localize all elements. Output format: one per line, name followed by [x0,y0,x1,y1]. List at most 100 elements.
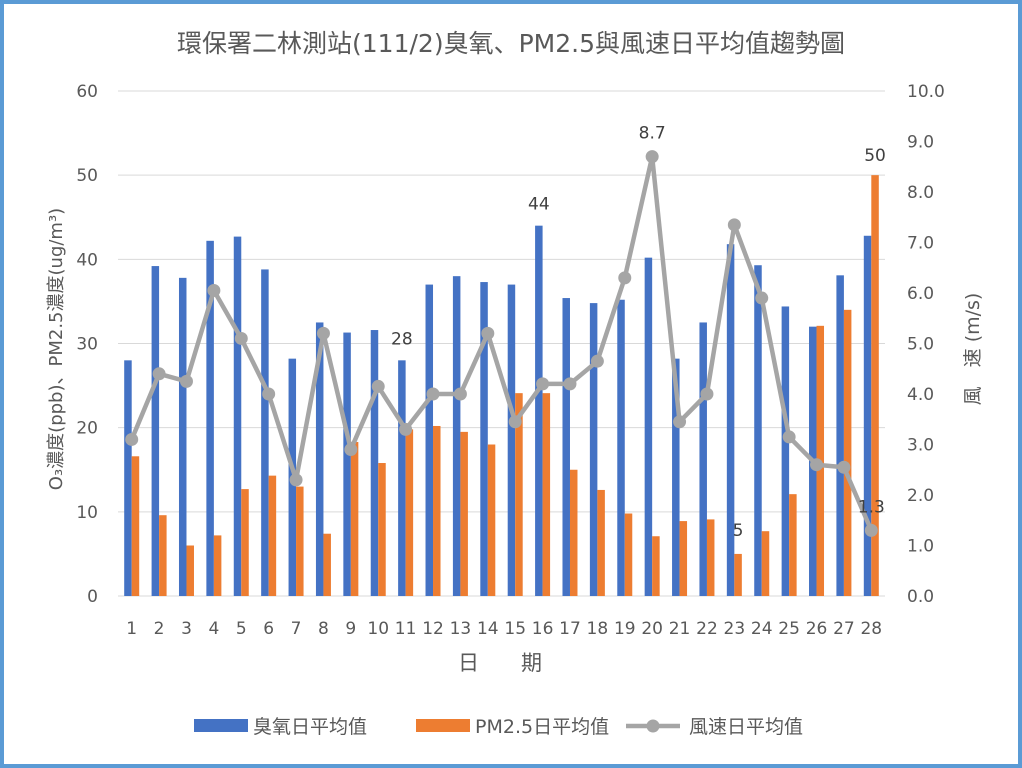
y2-tick-label: 3.0 [907,436,934,456]
ozone-bar [206,240,214,597]
y2-tick-label: 7.0 [907,234,934,254]
wind-point [152,367,166,381]
wind-point [508,415,522,429]
ozone-bar [781,306,790,596]
wind-point [536,377,550,391]
ozone-bar [343,332,351,596]
ozone-bar [589,303,598,596]
ozone-bar [726,244,735,596]
x-tick-label: 27 [833,619,855,639]
pm25-bar [652,536,660,596]
y-axis-right-ticks: 0.0 1.0 2.0 3.0 4.0 5.0 6.0 7.0 8.0 9.0 10.0 [907,82,945,607]
wind-point [179,374,193,388]
x-axis-ticks: 1 2 3 4 5 6 7 8 9 10 11 12 13 14 15 16 17 18 19 20 21 22 23 24 2… [126,619,882,639]
wind-point [125,432,139,446]
x-tick-label: 5 [236,619,247,639]
x-tick-label: 15 [504,619,526,639]
pm25-bar [597,489,605,596]
pm25-bar [706,519,715,596]
pm25-bar [405,429,414,596]
wind-point [453,387,467,401]
legend-swatch-pm25 [416,719,470,732]
ozone-bar [315,322,324,596]
ozone-bar [480,282,488,596]
wind-point [289,473,303,487]
wind-point [864,523,878,537]
y-tick-label: 0 [87,587,98,607]
y-tick-label: 50 [76,166,98,186]
y-tick-label: 10 [76,503,98,523]
x-tick-label: 1 [126,619,137,639]
wind-point [755,291,769,305]
ozone-bar [562,298,570,596]
ozone-bar [617,299,625,596]
legend-swatch-ozone [194,719,248,732]
pm25-bar [843,309,852,596]
wind-point [344,443,358,457]
data-label: 8.7 [639,124,666,144]
pm25-bar [515,393,523,596]
x-tick-label: 18 [587,619,609,639]
pm25-bar [542,393,551,596]
wind-point [645,150,659,164]
pm25-bar [131,456,140,596]
wind-point [371,379,385,393]
x-tick-label: 25 [778,619,800,639]
bars-layer [124,175,879,597]
ozone-bar [672,358,680,596]
y-axis-right-title: 風 速 (m/s) [962,293,984,406]
y-tick-label: 20 [76,419,98,439]
wind-line [129,154,874,532]
wind-point [399,422,413,436]
y2-tick-label: 2.0 [907,486,934,506]
y-axis-left-ticks: 0 10 20 30 40 50 60 [76,82,98,607]
pm25-bar [460,431,468,596]
x-tick-label: 17 [559,619,581,639]
wind-point [837,460,851,474]
pm25-bar [789,494,797,596]
ozone-bar [124,360,132,596]
wind-point [618,271,632,285]
data-labels: 28 44 5 50 8.7 1.3 [391,124,886,541]
wind-point [316,326,330,340]
data-label: 44 [528,195,550,215]
ozone-bar [644,257,653,596]
pm25-bar [624,513,633,596]
ozone-bar [151,266,160,596]
data-label: 5 [733,521,744,541]
pm25-bar [350,441,359,596]
ozone-bar [836,275,844,596]
ozone-bar [398,360,406,596]
x-tick-label: 4 [208,619,219,639]
legend-label-pm25: PM2.5日平均值 [475,716,609,738]
x-tick-label: 7 [291,619,302,639]
data-label: 50 [864,146,886,166]
y-axis-left-title: O₃濃度(ppb)、PM2.5濃度(ug/m³) [46,208,67,490]
y-tick-label: 60 [76,82,98,102]
chart-svg: 環保署二林測站(111/2)臭氧、PM2.5與風速日平均值趨勢圖 0102030… [46,29,984,738]
x-tick-label: 23 [724,619,746,639]
pm25-bar [213,535,222,596]
x-axis-title: 日 期 [458,651,542,675]
x-tick-label: 24 [751,619,773,639]
x-tick-label: 8 [318,619,329,639]
pm25-bar [186,545,194,596]
ozone-bar [452,276,461,596]
ozone-bar [233,236,242,596]
data-label: 28 [391,329,413,349]
pm25-bar [569,469,578,596]
pm25-bar [296,486,304,596]
x-tick-label: 19 [614,619,636,639]
wind-point [673,415,687,429]
pm25-bar [761,531,770,596]
x-tick-label: 2 [154,619,165,639]
ozone-bar [754,265,762,596]
ozone-bar [863,235,872,596]
legend: 臭氧日平均值 PM2.5日平均值 風速日平均值 [194,716,803,738]
pm25-bar [241,489,249,596]
y2-tick-label: 4.0 [907,385,934,405]
x-tick-label: 6 [263,619,274,639]
ozone-bar [699,322,707,596]
data-label: 1.3 [858,497,885,517]
